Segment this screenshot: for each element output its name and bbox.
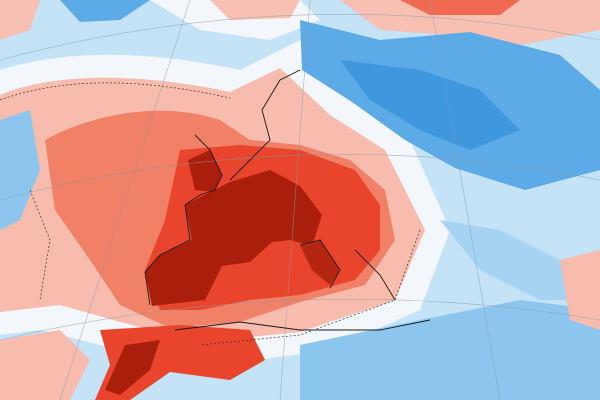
graticule <box>0 14 600 61</box>
warm-region <box>210 0 300 20</box>
warm-region <box>0 0 40 40</box>
graticule <box>0 154 600 201</box>
zero-contour <box>0 82 421 346</box>
cold-region <box>60 0 150 22</box>
warm-region <box>400 0 520 15</box>
warm-region <box>560 250 600 330</box>
hot-core <box>145 170 322 306</box>
warm-region <box>340 0 600 45</box>
hot-core <box>105 340 160 395</box>
warm-region <box>0 330 90 400</box>
graticule <box>279 0 311 400</box>
cold-region <box>0 110 40 230</box>
graticule <box>0 298 600 341</box>
graticule <box>59 0 191 400</box>
coastline <box>144 69 431 331</box>
graticule <box>429 0 501 400</box>
hot-core <box>300 240 340 285</box>
cold-region <box>440 220 600 300</box>
cold-region <box>300 300 600 400</box>
cold-core <box>340 60 520 150</box>
